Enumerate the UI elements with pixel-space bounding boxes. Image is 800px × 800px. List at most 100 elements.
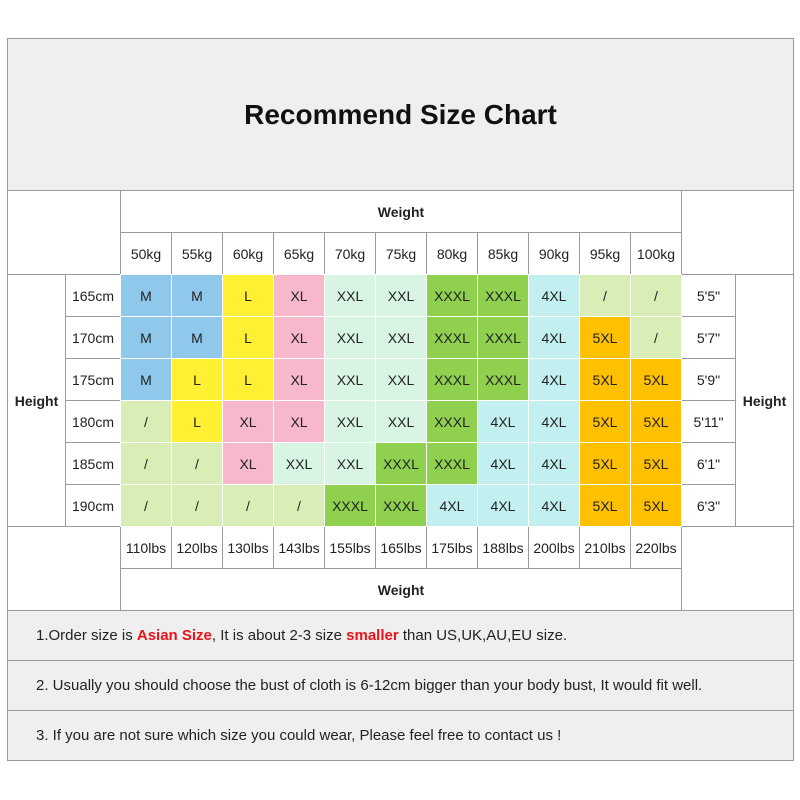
size-cell: 4XL: [528, 484, 580, 527]
size-cell: 4XL: [477, 400, 529, 443]
size-cell: 5XL: [579, 400, 631, 443]
size-cell: 5XL: [579, 358, 631, 401]
size-cell: /: [171, 442, 223, 485]
note-row: 2. Usually you should choose the bust of…: [7, 660, 794, 711]
size-cell: 4XL: [477, 484, 529, 527]
weight-lbs: 175lbs: [426, 526, 478, 569]
size-cell: XXXL: [375, 484, 427, 527]
height-ft: 5'5": [681, 274, 736, 317]
note-highlight: smaller: [346, 627, 399, 644]
size-cell: XL: [222, 400, 274, 443]
height-cm: 175cm: [65, 358, 121, 401]
size-cell: 5XL: [630, 358, 682, 401]
size-cell: XXL: [324, 316, 376, 359]
size-cell: XXL: [375, 358, 427, 401]
size-cell: XL: [273, 316, 325, 359]
weight-lbs: 143lbs: [273, 526, 325, 569]
size-cell: /: [273, 484, 325, 527]
height-ft: 5'9": [681, 358, 736, 401]
height-cm: 180cm: [65, 400, 121, 443]
size-cell: XXXL: [426, 400, 478, 443]
size-cell: L: [222, 274, 274, 317]
size-cell: 5XL: [630, 442, 682, 485]
size-cell: L: [222, 358, 274, 401]
size-cell: XXL: [324, 400, 376, 443]
weight-kg: 80kg: [426, 232, 478, 275]
size-cell: XXXL: [477, 274, 529, 317]
title-cell: Recommend Size Chart: [7, 38, 794, 191]
size-cell: XXL: [273, 442, 325, 485]
note-row: 1.Order size is Asian Size, It is about …: [7, 610, 794, 661]
weight-footer: Weight: [120, 568, 682, 611]
blank-cell: [7, 526, 121, 611]
note-text: 1.Order size is: [36, 627, 137, 644]
size-cell: /: [120, 484, 172, 527]
weight-kg: 75kg: [375, 232, 427, 275]
size-cell: /: [579, 274, 631, 317]
height-ft: 6'3": [681, 484, 736, 527]
size-cell: /: [171, 484, 223, 527]
size-cell: 5XL: [579, 316, 631, 359]
size-cell: 5XL: [630, 484, 682, 527]
blank-cell: [7, 190, 121, 275]
blank-cell: [681, 526, 794, 611]
note-text: 3. If you are not sure which size you co…: [36, 727, 562, 744]
height-cm: 190cm: [65, 484, 121, 527]
size-cell: XXXL: [426, 442, 478, 485]
weight-kg: 85kg: [477, 232, 529, 275]
weight-lbs: 165lbs: [375, 526, 427, 569]
note-highlight: Asian Size: [136, 627, 212, 644]
height-label: Height: [735, 274, 794, 527]
size-cell: 4XL: [528, 316, 580, 359]
size-cell: L: [222, 316, 274, 359]
size-cell: 4XL: [528, 358, 580, 401]
size-cell: XXXL: [426, 358, 478, 401]
weight-kg: 100kg: [630, 232, 682, 275]
size-cell: XXXL: [375, 442, 427, 485]
weight-kg: 50kg: [120, 232, 172, 275]
weight-lbs: 120lbs: [171, 526, 223, 569]
height-ft: 6'1": [681, 442, 736, 485]
weight-header: Weight: [120, 190, 682, 233]
weight-kg: 55kg: [171, 232, 223, 275]
weight-lbs: 210lbs: [579, 526, 631, 569]
size-cell: /: [630, 316, 682, 359]
size-cell: 5XL: [579, 484, 631, 527]
height-cm: 165cm: [65, 274, 121, 317]
size-cell: XL: [273, 400, 325, 443]
height-cm: 170cm: [65, 316, 121, 359]
weight-lbs: 155lbs: [324, 526, 376, 569]
size-cell: XXL: [324, 274, 376, 317]
height-ft: 5'7": [681, 316, 736, 359]
size-cell: 4XL: [426, 484, 478, 527]
size-cell: 4XL: [477, 442, 529, 485]
size-cell: XL: [273, 274, 325, 317]
size-cell: XL: [222, 442, 274, 485]
height-ft: 5'11": [681, 400, 736, 443]
size-cell: XXXL: [477, 358, 529, 401]
weight-lbs: 188lbs: [477, 526, 529, 569]
size-cell: XL: [273, 358, 325, 401]
size-cell: XXL: [375, 316, 427, 359]
weight-kg: 65kg: [273, 232, 325, 275]
size-cell: /: [630, 274, 682, 317]
size-cell: L: [171, 400, 223, 443]
weight-lbs: 110lbs: [120, 526, 172, 569]
weight-lbs: 200lbs: [528, 526, 580, 569]
height-label: Height: [7, 274, 66, 527]
weight-kg: 95kg: [579, 232, 631, 275]
weight-lbs: 220lbs: [630, 526, 682, 569]
size-cell: M: [171, 274, 223, 317]
size-cell: /: [120, 442, 172, 485]
note-text: , It is about 2-3 size: [211, 627, 347, 644]
size-cell: M: [120, 274, 172, 317]
size-cell: XXXL: [426, 316, 478, 359]
weight-lbs: 130lbs: [222, 526, 274, 569]
weight-kg: 60kg: [222, 232, 274, 275]
size-cell: XXXL: [324, 484, 376, 527]
size-cell: 4XL: [528, 400, 580, 443]
size-cell: XXXL: [426, 274, 478, 317]
size-cell: 5XL: [579, 442, 631, 485]
size-cell: /: [222, 484, 274, 527]
